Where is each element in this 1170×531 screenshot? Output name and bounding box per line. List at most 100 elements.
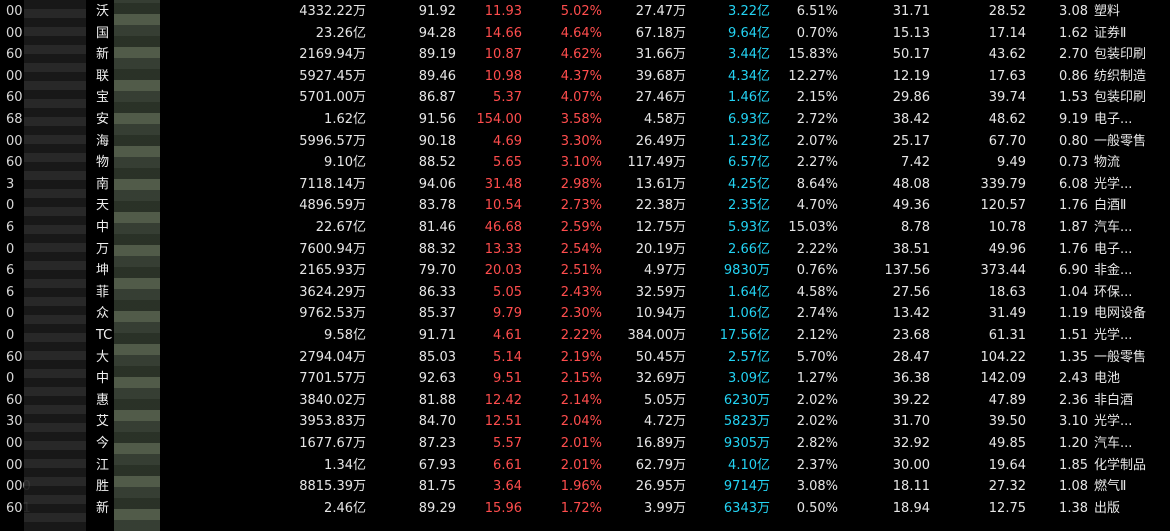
change-percent-cell: 2.01% [560, 436, 602, 451]
price-cell: 4.61 [493, 328, 522, 343]
table-row[interactable]: 0 TC 9.58亿 91.71 4.61 2.22% 384.00万 17.56亿 2.12%… [0, 325, 1170, 347]
table-row[interactable]: 0 中 7701.57万 92.63 9.51 2.15% 32.69万 3.09亿 1.27%… [0, 368, 1170, 390]
stock-code-cell: 6 [6, 263, 15, 279]
industry-cell: 出版 [1094, 500, 1121, 516]
table-row[interactable]: 60 物 9.10亿 88.52 5.65 3.10% 117.49万 6.57亿 2.27% 7… [0, 152, 1170, 174]
score-cell: 86.87 [418, 90, 456, 106]
table-row[interactable]: 30 艾 3953.83万 84.70 12.51 2.04% 4.72万 5823万 2.02… [0, 411, 1170, 433]
change-percent-cell: 3.10% [560, 155, 602, 171]
stock-code-cell: 0 [6, 371, 15, 387]
stock-code-cell: 60 [6, 349, 23, 365]
score-cell: 91.56 [418, 112, 456, 127]
change-percent-cell: 2.43% [560, 284, 602, 300]
market-cap-cell: 1677.67万 [299, 436, 366, 451]
industry-cell: 包装印刷 [1094, 90, 1147, 106]
price-cell: 5.65 [493, 155, 522, 171]
pb-ratio-cell: 1.51 [1059, 328, 1088, 343]
stock-name-cell: 宝 [96, 90, 110, 106]
table-row[interactable]: 60 大 2794.04万 85.03 5.14 2.19% 50.45万 2.57亿 5.70… [0, 347, 1170, 369]
industry-cell: 电池 [1094, 371, 1121, 387]
pb-ratio-cell: 1.38 [1059, 500, 1088, 516]
amount-cell: 1.64亿 [728, 284, 770, 300]
table-row[interactable]: 6 菲 3624.29万 86.33 5.05 2.43% 32.59万 1.64亿 4.58%… [0, 282, 1170, 304]
table-row[interactable]: 60 宝 5701.00万 86.87 5.37 4.07% 27.46万 1.46亿 2.15… [0, 87, 1170, 109]
score-cell: 92.63 [418, 371, 456, 387]
volume-cell: 5.05万 [644, 392, 686, 408]
market-cap-cell: 4332.22万 [299, 4, 366, 19]
table-row[interactable]: 00 联 5927.45万 89.46 10.98 4.37% 39.68万 4.34亿 12.… [0, 66, 1170, 88]
table-row[interactable]: 6 坤 2165.93万 79.70 20.03 2.51% 4.97万 9830万 0.76%… [0, 260, 1170, 282]
amount-cell: 6.57亿 [728, 155, 770, 171]
turnover-cell: 2.72% [796, 112, 838, 127]
volume-cell: 27.47万 [635, 4, 686, 19]
price-cell: 4.69 [493, 133, 522, 149]
score-cell: 94.06 [418, 176, 456, 192]
pb-ratio-cell: 1.76 [1059, 198, 1088, 214]
amount-cell: 6343万 [723, 500, 770, 516]
stock-code-cell: 00 [6, 457, 23, 473]
industry-cell: 塑料 [1094, 4, 1121, 19]
turnover-cell: 2.74% [796, 306, 838, 322]
stock-name-cell: 胜 [96, 479, 110, 495]
turnover-cell: 2.82% [796, 436, 838, 451]
amount-cell: 4.34亿 [728, 68, 770, 84]
pe-ttm-cell: 61.31 [988, 328, 1026, 343]
stock-code-cell: 3 [6, 176, 15, 192]
pe-ttm-cell: 18.63 [988, 284, 1026, 300]
market-cap-cell: 2794.04万 [299, 349, 366, 365]
amount-cell: 3.09亿 [728, 371, 770, 387]
pe-ttm-cell: 17.63 [988, 68, 1026, 84]
table-row[interactable]: 00 沃 4332.22万 91.92 11.93 5.02% 27.47万 3.22亿 6.5… [0, 1, 1170, 23]
price-cell: 31.48 [484, 176, 522, 192]
table-row[interactable]: 00 国 23.26亿 94.28 14.66 4.64% 67.18万 9.64亿 0.70%… [0, 23, 1170, 45]
turnover-cell: 12.27% [788, 68, 838, 84]
table-row[interactable]: 0 万 7600.94万 88.32 13.33 2.54% 20.19万 2.66亿 2.22… [0, 239, 1170, 261]
pe-ratio-cell: 15.13 [892, 25, 930, 41]
pe-ttm-cell: 49.85 [988, 436, 1026, 451]
turnover-cell: 2.02% [796, 392, 838, 408]
table-row[interactable]: 0 众 9762.53万 85.37 9.79 2.30% 10.94万 1.06亿 2.74%… [0, 303, 1170, 325]
stock-code-cell: 68 [6, 112, 23, 127]
table-row[interactable]: 6 中 22.67亿 81.46 46.68 2.59% 12.75万 5.93亿 15.03%… [0, 217, 1170, 239]
stock-name-cell: TC [96, 328, 113, 343]
price-cell: 10.87 [484, 47, 522, 63]
amount-cell: 2.35亿 [728, 198, 770, 214]
stock-name-cell: 大 [96, 349, 110, 365]
volume-cell: 50.45万 [635, 349, 686, 365]
table-row[interactable]: 00 海 5996.57万 90.18 4.69 3.30% 26.49万 1.23亿 2.07… [0, 131, 1170, 153]
redacted-code-mask [24, 0, 86, 531]
table-row[interactable]: 00 江 1.34亿 67.93 6.61 2.01% 62.79万 4.10亿 2.37% 30… [0, 455, 1170, 477]
volume-cell: 27.46万 [635, 90, 686, 106]
stock-code-cell: 00 [6, 68, 23, 84]
table-row[interactable]: 00 今 1677.67万 87.23 5.57 2.01% 16.89万 9305万 2.82… [0, 433, 1170, 455]
industry-cell: 包装印刷 [1094, 47, 1147, 63]
stock-code-cell: 60 [6, 155, 23, 171]
price-cell: 20.03 [484, 263, 522, 279]
pb-ratio-cell: 1.20 [1059, 436, 1088, 451]
table-row[interactable]: 60 新 2169.94万 89.19 10.87 4.62% 31.66万 3.44亿 15.… [0, 44, 1170, 66]
turnover-cell: 3.08% [796, 479, 838, 495]
price-cell: 154.00 [476, 112, 523, 127]
table-row[interactable]: 000 胜 8815.39万 81.75 3.64 1.96% 26.95万 9714万 3.0… [0, 476, 1170, 498]
price-cell: 15.96 [484, 500, 522, 516]
price-cell: 5.37 [493, 90, 522, 106]
table-row[interactable]: 0 天 4896.59万 83.78 10.54 2.73% 22.38万 2.35亿 4.70… [0, 195, 1170, 217]
table-row[interactable]: 60 惠 3840.02万 81.88 12.42 2.14% 5.05万 6230万 2.02… [0, 390, 1170, 412]
pe-ratio-cell: 36.38 [892, 371, 930, 387]
pe-ratio-cell: 18.11 [892, 479, 930, 495]
table-row[interactable]: 3 南 7118.14万 94.06 31.48 2.98% 13.61万 4.25亿 8.64… [0, 174, 1170, 196]
table-row[interactable]: 601 新 2.46亿 89.29 15.96 1.72% 3.99万 6343万 0.50% 1… [0, 498, 1170, 520]
turnover-cell: 0.76% [796, 263, 838, 279]
pe-ratio-cell: 39.22 [892, 392, 930, 408]
table-row[interactable]: 68 安 1.62亿 91.56 154.00 3.58% 4.58万 6.93亿 2.72% 3… [0, 109, 1170, 131]
pe-ratio-cell: 50.17 [892, 47, 930, 63]
stock-code-cell: 60 [6, 47, 23, 63]
market-cap-cell: 1.34亿 [324, 457, 366, 473]
score-cell: 81.46 [418, 220, 456, 235]
market-cap-cell: 9762.53万 [299, 306, 366, 322]
pe-ttm-cell: 104.22 [980, 349, 1027, 365]
pe-ratio-cell: 28.47 [892, 349, 930, 365]
score-cell: 89.46 [418, 68, 456, 84]
pe-ratio-cell: 27.56 [892, 284, 930, 300]
